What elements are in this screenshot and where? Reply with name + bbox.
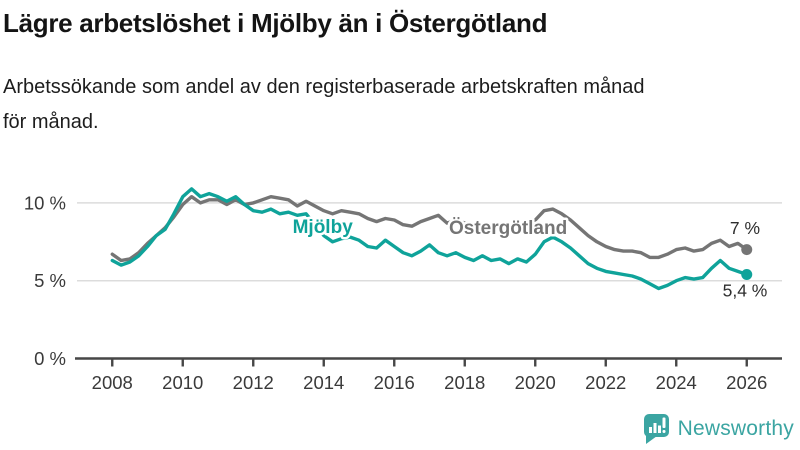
series-end-dot-stergtland bbox=[741, 244, 753, 256]
series-line-mjlby bbox=[110, 187, 749, 291]
x-tick-label-2026: 2026 bbox=[726, 372, 767, 393]
x-tick-label-2016: 2016 bbox=[374, 372, 415, 393]
y-tick-label-10: 10 % bbox=[24, 192, 66, 213]
series-label-mjlby: Mjölby bbox=[293, 217, 354, 238]
brand-footer: Newsworthy bbox=[643, 412, 794, 446]
x-tick-label-2008: 2008 bbox=[92, 372, 133, 393]
chart-title: Lägre arbetslöshet i Mjölby än i Östergö… bbox=[3, 8, 548, 38]
end-value-label-stergtland: 7 % bbox=[730, 218, 760, 238]
x-tick-label-2014: 2014 bbox=[303, 372, 344, 393]
end-value-label-mjlby: 5,4 % bbox=[723, 280, 768, 300]
x-tick-label-2010: 2010 bbox=[162, 372, 203, 393]
newsworthy-logo-icon bbox=[643, 414, 669, 444]
brand-name: Newsworthy bbox=[677, 417, 794, 440]
x-tick-label-2018: 2018 bbox=[444, 372, 485, 393]
x-tick-label-2020: 2020 bbox=[515, 372, 556, 393]
series-label-stergtland: Östergötland bbox=[449, 218, 567, 239]
y-tick-label-5: 5 % bbox=[34, 270, 66, 291]
x-tick-label-2012: 2012 bbox=[233, 372, 274, 393]
series-line-stergtland bbox=[110, 194, 749, 263]
chart-subtitle: Arbetssökande som andel av den registerb… bbox=[3, 76, 645, 133]
y-tick-label-0: 0 % bbox=[34, 348, 66, 369]
x-tick-label-2022: 2022 bbox=[585, 372, 626, 393]
x-tick-label-2024: 2024 bbox=[656, 372, 697, 393]
series-end-dot-mjlby bbox=[741, 268, 753, 280]
